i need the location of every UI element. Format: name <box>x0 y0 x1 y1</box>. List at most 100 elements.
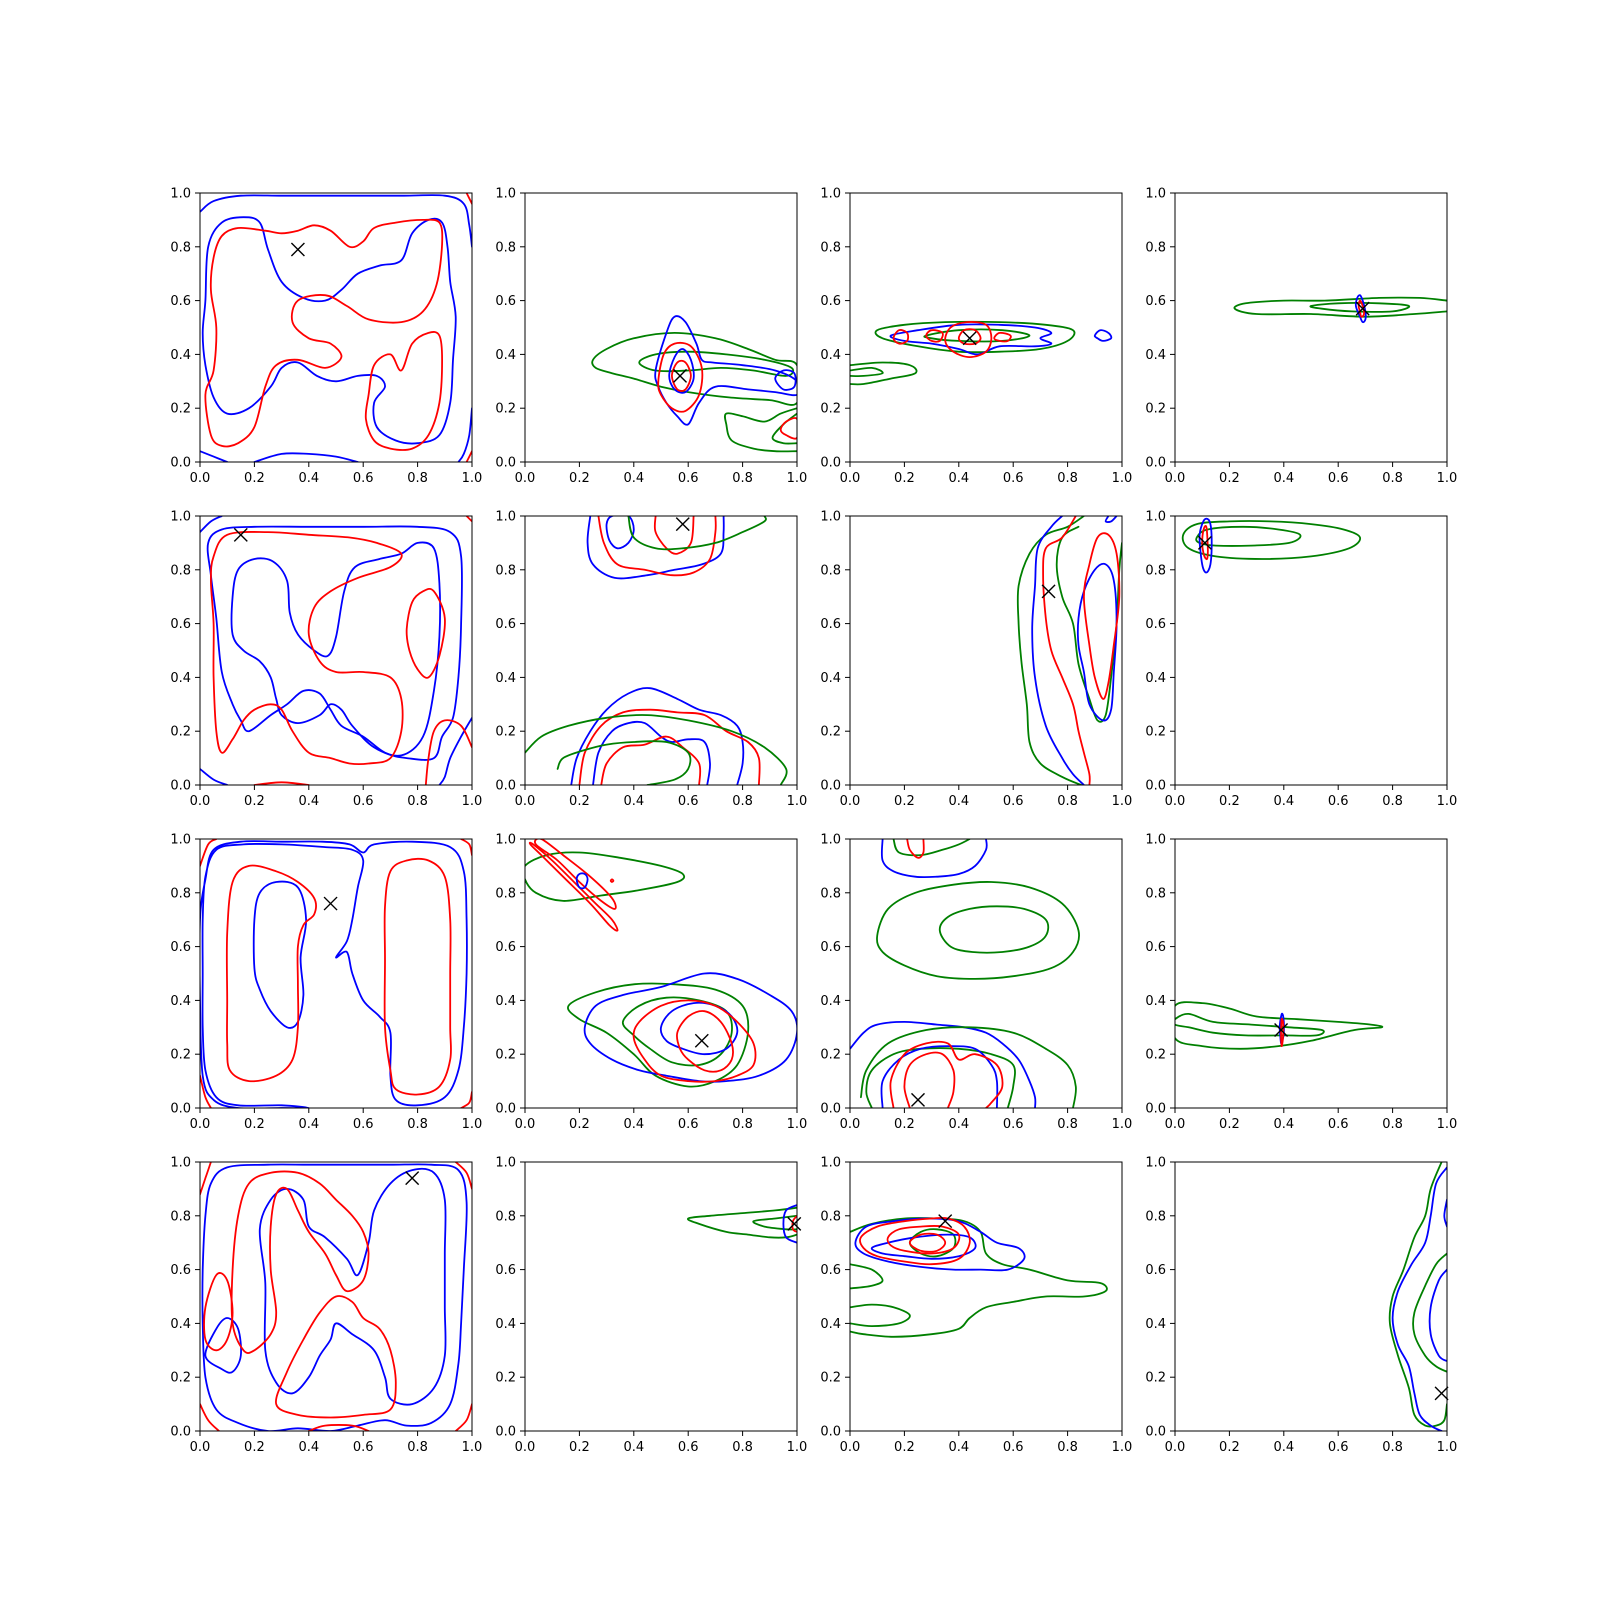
x-tick-label: 1.0 <box>787 1117 808 1132</box>
x-tick-label: 0.0 <box>1165 1440 1186 1455</box>
subplot-1-4: 0.0 0.2 0.4 0.6 0.8 1.0 0.0 0.2 0.4 0.6 0.8 1.0 <box>1145 187 1457 487</box>
contour-line-red <box>460 839 472 856</box>
contour-line-red <box>210 530 404 766</box>
y-tick-label: 0.8 <box>820 886 841 901</box>
contour-line-blue <box>253 452 359 462</box>
y-tick-label: 0.4 <box>170 994 191 1009</box>
y-tick-label: 0.4 <box>495 671 516 686</box>
subplot-3-3: 0.0 0.2 0.4 0.6 0.8 1.0 0.0 0.2 0.4 0.6 0.8 1.0 <box>820 833 1132 1133</box>
y-tick-label: 0.4 <box>820 1317 841 1332</box>
sample-marker <box>694 1033 709 1048</box>
contour-line-green <box>874 320 1076 354</box>
x-tick-label: 0.4 <box>948 1117 969 1132</box>
contour-line-red <box>676 1010 734 1073</box>
contour-line-red <box>383 857 452 1096</box>
contour-line-blue <box>1198 517 1213 574</box>
y-tick-label: 0.0 <box>1145 779 1166 794</box>
y-tick-label: 0.8 <box>170 240 191 255</box>
subplot-3-1: 0.0 0.2 0.4 0.6 0.8 1.0 0.0 0.2 0.4 0.6 0.8 1.0 <box>170 833 482 1133</box>
y-tick-label: 1.0 <box>820 187 841 202</box>
sample-marker <box>1355 301 1370 316</box>
sample-marker <box>290 242 305 257</box>
contour-line-green <box>1175 1001 1384 1050</box>
y-tick-label: 0.8 <box>820 240 841 255</box>
y-tick-label: 0.4 <box>820 994 841 1009</box>
y-tick-label: 0.2 <box>1145 1048 1166 1063</box>
x-tick-label: 0.0 <box>840 1440 861 1455</box>
x-tick-label: 0.8 <box>732 471 753 486</box>
contour-line-green <box>850 361 918 386</box>
x-tick-label: 1.0 <box>462 794 483 809</box>
contour-line-green <box>892 839 971 857</box>
contour-line-green <box>1309 302 1411 313</box>
x-tick-label: 1.0 <box>462 471 483 486</box>
y-tick-label: 1.0 <box>495 833 516 848</box>
y-tick-label: 0.6 <box>820 294 841 309</box>
axes-frame <box>849 515 1123 786</box>
axes-frame <box>524 515 798 786</box>
x-tick-label: 0.2 <box>244 471 265 486</box>
contour-line-red <box>203 1272 234 1352</box>
x-tick-label: 0.0 <box>840 794 861 809</box>
x-tick-label: 0.6 <box>1003 1440 1024 1455</box>
x-tick-label: 0.6 <box>1328 794 1349 809</box>
contour-line-blue <box>1104 516 1118 523</box>
x-tick-label: 0.2 <box>894 471 915 486</box>
sample-marker <box>787 1216 802 1231</box>
y-tick-label: 0.6 <box>820 940 841 955</box>
y-tick-label: 1.0 <box>820 833 841 848</box>
x-tick-label: 0.0 <box>840 1117 861 1132</box>
contour-line-red <box>892 329 910 345</box>
subplot-1-3: 0.0 0.2 0.4 0.6 0.8 1.0 0.0 0.2 0.4 0.6 0.8 1.0 <box>820 187 1132 487</box>
contour-line-blue <box>889 323 1053 356</box>
sample-marker <box>962 331 977 346</box>
x-tick-label: 0.2 <box>569 1117 590 1132</box>
sample-marker-stroke <box>405 1171 420 1186</box>
contour-line-red <box>460 1091 472 1108</box>
x-tick-label: 0.8 <box>732 1117 753 1132</box>
x-tick-label: 0.6 <box>353 794 374 809</box>
x-tick-label: 0.8 <box>407 1440 428 1455</box>
sample-marker-stroke <box>911 1092 925 1107</box>
y-tick-label: 0.2 <box>495 1048 516 1063</box>
y-tick-label: 1.0 <box>495 187 516 202</box>
x-tick-label: 0.8 <box>1382 1440 1403 1455</box>
contour-line-blue <box>592 720 711 785</box>
y-tick-label: 1.0 <box>1145 833 1166 848</box>
x-tick-label: 0.2 <box>1219 471 1240 486</box>
y-tick-label: 0.2 <box>820 402 841 417</box>
contour-line-red <box>1042 516 1091 785</box>
contour-line-green <box>525 851 686 902</box>
contour-line-red <box>993 331 1012 343</box>
x-tick-label: 0.2 <box>1219 1440 1240 1455</box>
x-tick-label: 0.0 <box>190 794 211 809</box>
axes-frame <box>849 838 1123 1109</box>
contour-line-blue <box>200 768 229 785</box>
plot-area <box>850 1216 1108 1338</box>
contour-line-red <box>597 516 717 577</box>
y-tick-label: 0.6 <box>820 617 841 632</box>
contour-line-red <box>405 587 446 679</box>
x-tick-label: 0.8 <box>732 1440 753 1455</box>
contour-line-blue <box>200 840 468 1108</box>
y-tick-label: 0.2 <box>820 1048 841 1063</box>
y-tick-label: 0.2 <box>1145 1371 1166 1386</box>
contour-line-blue <box>774 369 797 391</box>
x-tick-label: 0.8 <box>732 794 753 809</box>
contour-line-red <box>225 864 317 1083</box>
contour-line-blue <box>854 1217 1026 1272</box>
contour-line-green <box>938 905 1050 954</box>
x-tick-label: 0.4 <box>1273 471 1294 486</box>
contour-line-red <box>944 321 993 358</box>
x-tick-label: 0.0 <box>190 1440 211 1455</box>
x-tick-label: 0.2 <box>569 1440 590 1455</box>
subplot-4-2: 0.0 0.2 0.4 0.6 0.8 1.0 0.0 0.2 0.4 0.6 0.8 1.0 <box>495 1156 807 1456</box>
contour-line-blue <box>575 872 589 890</box>
contour-line-blue <box>880 839 988 879</box>
x-tick-label: 1.0 <box>1112 471 1133 486</box>
contour-line-green <box>860 1026 1077 1108</box>
subplot-2-4: 0.0 0.2 0.4 0.6 0.8 1.0 0.0 0.2 0.4 0.6 0.8 1.0 <box>1145 510 1457 810</box>
x-tick-label: 1.0 <box>1437 794 1458 809</box>
contour-line-blue <box>230 541 441 757</box>
contour-line-red <box>307 1424 370 1431</box>
